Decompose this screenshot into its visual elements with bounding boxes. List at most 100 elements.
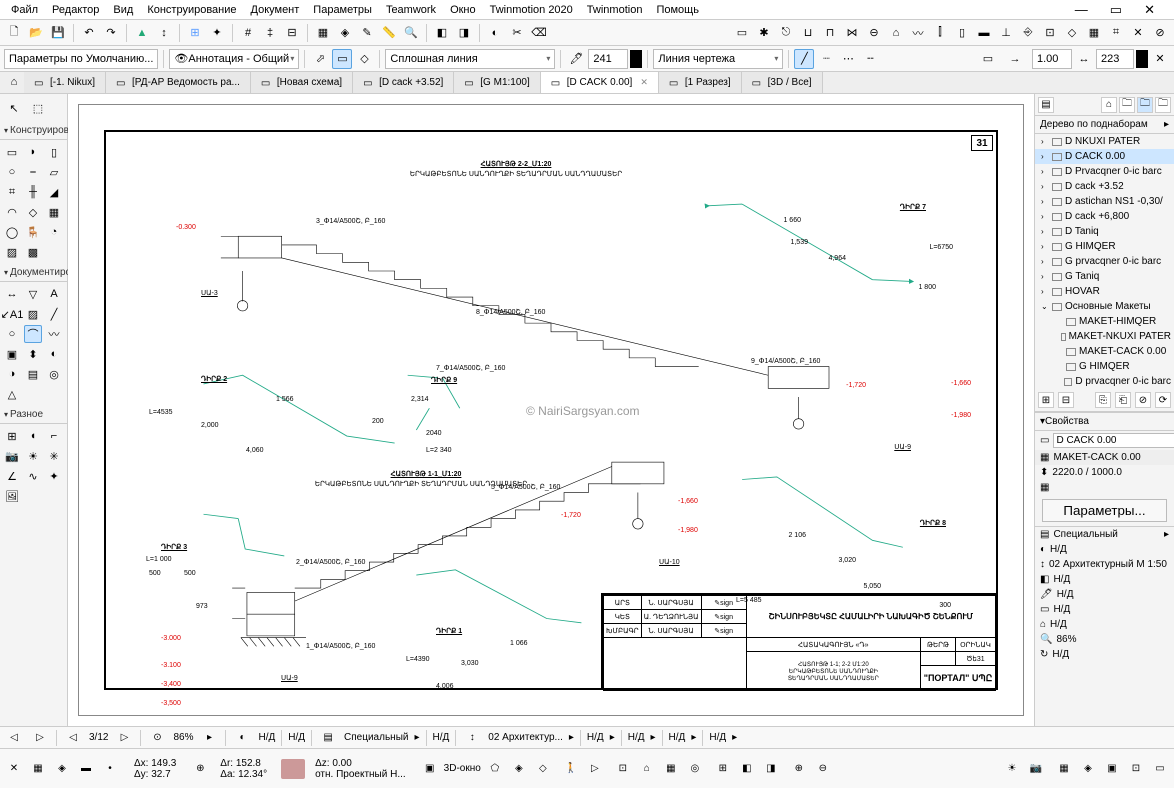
- qo-orient-icon[interactable]: ◐: [232, 728, 252, 748]
- tree-item[interactable]: ›HOVAR: [1035, 284, 1174, 299]
- document-tab[interactable]: ▭[Новая схема]: [251, 72, 353, 93]
- marquee-tool-icon[interactable]: ⬚: [28, 98, 48, 118]
- document-tab[interactable]: ▭[D cack +3.52]: [353, 72, 454, 93]
- rail-tool-icon[interactable]: ╫: [24, 183, 42, 201]
- pen-color-swatch[interactable]: [630, 50, 642, 68]
- circle-tool-icon[interactable]: ○: [3, 325, 21, 343]
- open-file-icon[interactable]: 📂: [26, 23, 46, 43]
- document-tab[interactable]: ▭[D CACK 0.00]✕: [541, 72, 659, 93]
- drawing-canvas[interactable]: 31: [68, 94, 1034, 726]
- nav-action3-icon[interactable]: ⎘: [1095, 392, 1111, 408]
- properties-header[interactable]: ▾ Свойства: [1035, 413, 1174, 431]
- qo-scale-icon[interactable]: ↕: [462, 728, 482, 748]
- dim-tool-icon[interactable]: ↔: [3, 285, 21, 303]
- page-next-icon[interactable]: ▷: [114, 728, 134, 748]
- undo-icon[interactable]: ↶: [79, 23, 99, 43]
- door-icon[interactable]: ⎆: [1018, 23, 1038, 43]
- slab-tool-icon[interactable]: ▱: [45, 163, 63, 181]
- tree-item[interactable]: ›D Prvacqner 0-ic barc: [1035, 164, 1174, 179]
- zoom-chev-icon[interactable]: ▸: [199, 728, 219, 748]
- wallend-tool-icon[interactable]: ◖: [24, 427, 42, 445]
- link-icon[interactable]: ⎋: [776, 23, 796, 43]
- door-tool-icon[interactable]: ◗: [24, 143, 42, 161]
- tree-header[interactable]: Дерево по поднаборам▸: [1035, 116, 1174, 134]
- merge-icon[interactable]: ⊔: [798, 23, 818, 43]
- curtain-tool-icon[interactable]: ▦: [45, 203, 63, 221]
- line-style3-icon[interactable]: ⋯: [838, 49, 858, 69]
- window-close-icon[interactable]: ✕: [1137, 2, 1162, 18]
- worksheet-tool-icon[interactable]: ▤: [24, 365, 42, 383]
- toolbox-design-header[interactable]: ▾Конструирова: [0, 122, 67, 140]
- layers-icon[interactable]: ▦: [313, 23, 333, 43]
- sb-sun-icon[interactable]: ☀: [1002, 759, 1022, 779]
- ruler-icon[interactable]: ⊟: [282, 23, 302, 43]
- sb-trace-icon[interactable]: ◈: [52, 759, 72, 779]
- sb-layers-icon[interactable]: ▦: [28, 759, 48, 779]
- sb-r3-icon[interactable]: ▣: [1102, 759, 1122, 779]
- skylight-icon[interactable]: ◇: [1062, 23, 1082, 43]
- tree-item[interactable]: ›D NKUXI PATER: [1035, 134, 1174, 149]
- menu-window[interactable]: Окно: [443, 4, 483, 16]
- defaults-button[interactable]: Параметры по Умолчанию...: [4, 49, 158, 69]
- tree-item[interactable]: MAKET-NKUXI PATER: [1035, 329, 1174, 344]
- elev-tool-icon[interactable]: ◐: [45, 345, 63, 363]
- sb-snap-icon[interactable]: ⊕: [190, 759, 210, 779]
- spot-tool-icon[interactable]: ☀: [24, 447, 42, 465]
- trace-icon[interactable]: ◈: [335, 23, 355, 43]
- sb-persp-icon[interactable]: ⬠: [485, 759, 505, 779]
- prop-id-input[interactable]: [1053, 433, 1174, 448]
- line-tool-icon[interactable]: ╱: [45, 305, 63, 323]
- tree-item[interactable]: ›D Taniq: [1035, 224, 1174, 239]
- arrow-size2-input[interactable]: 223: [1096, 49, 1134, 69]
- section-tool-icon[interactable]: ⬍: [24, 345, 42, 363]
- eraser-icon[interactable]: ⌫: [529, 23, 549, 43]
- close-palette-icon[interactable]: ✕: [4, 759, 24, 779]
- menu-twinmotion2020[interactable]: Twinmotion 2020: [483, 4, 580, 16]
- linetype-dropdown[interactable]: Сплошная линия▾: [385, 49, 555, 69]
- sb-i6-icon[interactable]: ⊞: [713, 759, 733, 779]
- arrow-l-icon[interactable]: ▭: [978, 49, 998, 69]
- menu-document[interactable]: Документ: [244, 4, 307, 16]
- document-tab[interactable]: ▭[-1. Nikux]: [24, 72, 106, 93]
- qo-btn2-icon[interactable]: ▷: [30, 728, 50, 748]
- menu-twinmotion[interactable]: Twinmotion: [580, 4, 650, 16]
- arrow-icon[interactable]: ↕: [154, 23, 174, 43]
- qo-btn1-icon[interactable]: ◁: [4, 728, 24, 748]
- toolbox-more-header[interactable]: ▾Разное: [0, 406, 67, 424]
- new-file-icon[interactable]: 🗋: [4, 23, 24, 43]
- level-tool-icon[interactable]: ▽: [24, 285, 42, 303]
- beam-tool-icon[interactable]: ⎯: [24, 163, 42, 181]
- arrow-size1-input[interactable]: 1.00: [1032, 49, 1072, 69]
- line-style4-icon[interactable]: ╌: [860, 49, 880, 69]
- line-style1-icon[interactable]: ╱: [794, 49, 814, 69]
- sb-cube-icon[interactable]: ◈: [509, 759, 529, 779]
- toolbox-document-header[interactable]: ▾Документиро: [0, 264, 67, 282]
- roof-icon[interactable]: ⌂: [886, 23, 906, 43]
- zoom-value[interactable]: 86%: [173, 732, 193, 743]
- label-tool-icon[interactable]: ↙A1: [3, 305, 21, 323]
- nav-action5-icon[interactable]: ⊘: [1135, 392, 1151, 408]
- text-tool-icon[interactable]: A: [45, 285, 63, 303]
- change-tool-icon[interactable]: △: [3, 385, 21, 403]
- sb-i1-icon[interactable]: ▷: [585, 759, 605, 779]
- menu-view[interactable]: Вид: [106, 4, 140, 16]
- spline-tool-icon[interactable]: ∿: [24, 467, 42, 485]
- layer-toggle-icon[interactable]: ◨: [454, 23, 474, 43]
- linecat-dropdown[interactable]: Линия чертежа▾: [653, 49, 783, 69]
- grid-icon[interactable]: ⊞: [185, 23, 205, 43]
- nav-action6-icon[interactable]: ⟳: [1155, 392, 1171, 408]
- arc-tool-icon[interactable]: ⌒: [24, 325, 42, 343]
- curtain-icon[interactable]: ▦: [1084, 23, 1104, 43]
- lamp-tool-icon[interactable]: ◔: [45, 223, 63, 241]
- drawing-tool-icon[interactable]: ▣: [3, 345, 21, 363]
- shell-tool-icon[interactable]: ◠: [3, 203, 21, 221]
- suspend-icon[interactable]: ◐: [485, 23, 505, 43]
- nav-tab3-icon[interactable]: 🗀: [1119, 97, 1135, 113]
- window-icon[interactable]: ⊡: [1040, 23, 1060, 43]
- skylight-tool-icon[interactable]: ◇: [24, 203, 42, 221]
- nav-tab5-icon[interactable]: 🗀: [1155, 97, 1171, 113]
- angle-tool-icon[interactable]: ∠: [3, 467, 21, 485]
- clip-icon[interactable]: ✂: [507, 23, 527, 43]
- geom-single-icon[interactable]: ⬀: [310, 49, 330, 69]
- arrow-color-swatch[interactable]: [1136, 50, 1148, 68]
